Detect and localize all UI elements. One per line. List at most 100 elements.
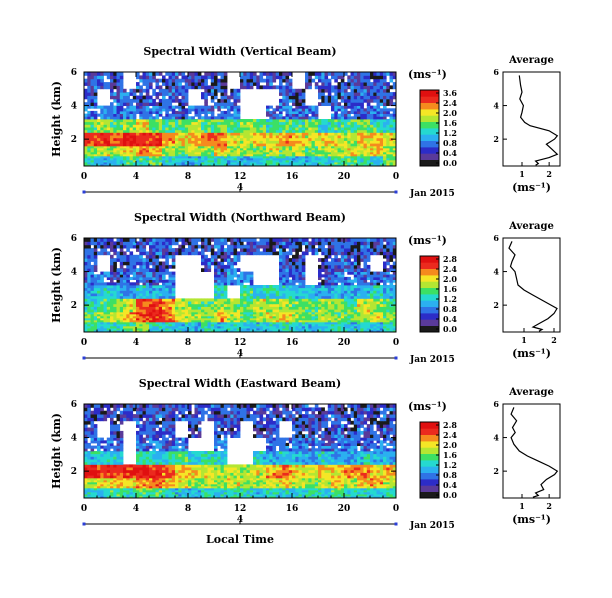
heatmap-cell — [318, 285, 322, 289]
heatmap-cell — [262, 313, 267, 317]
heatmap-cell — [379, 157, 384, 161]
heatmap-cell — [236, 98, 241, 103]
heatmap-cell — [87, 315, 91, 319]
heatmap-cell — [269, 164, 273, 167]
heatmap-cell — [285, 157, 290, 161]
heatmap-cell — [272, 303, 277, 307]
heatmap-cell — [178, 328, 182, 331]
heatmap-cell — [259, 330, 264, 333]
heatmap-cell — [379, 293, 384, 297]
heatmap-cell — [334, 319, 338, 323]
heatmap-cell — [353, 110, 358, 114]
heatmap-cell — [334, 98, 338, 103]
heatmap-cell — [379, 330, 384, 333]
heatmap-cell — [272, 315, 277, 319]
heatmap-cell — [136, 75, 140, 80]
heatmap-cell — [155, 157, 160, 161]
heatmap-cell — [175, 303, 179, 307]
heatmap-cell — [155, 301, 160, 305]
heatmap-cell — [201, 127, 205, 131]
heatmap-cell — [145, 102, 150, 106]
heatmap-cell — [269, 157, 273, 161]
heatmap-cell — [363, 285, 368, 289]
profile-x-tick-label: 2 — [546, 169, 552, 179]
heatmap-cell — [158, 143, 163, 147]
heatmap-cell — [188, 306, 192, 310]
heatmap-cell — [279, 321, 283, 325]
heatmap-cell — [253, 328, 257, 331]
heatmap-cell — [197, 143, 202, 147]
heatmap-cell — [376, 124, 381, 128]
heatmap-cell — [360, 317, 364, 321]
heatmap-cell — [246, 298, 251, 302]
heatmap-cell — [253, 164, 257, 167]
heatmap-cell — [327, 309, 332, 313]
heatmap-cell — [100, 326, 104, 329]
heatmap-cell — [350, 282, 355, 286]
heatmap-cell — [197, 323, 202, 327]
heatmap-cell — [168, 129, 173, 133]
heatmap-cell — [152, 155, 156, 159]
heatmap-cell — [318, 132, 322, 136]
heatmap-cell — [210, 306, 215, 310]
heatmap-cell — [152, 306, 156, 310]
heatmap-cell — [136, 285, 140, 289]
heatmap-cell — [373, 328, 377, 331]
heatmap-cell — [275, 135, 280, 139]
heatmap-cell — [142, 72, 147, 76]
heatmap-cell — [314, 321, 319, 325]
heatmap-cell — [272, 145, 277, 149]
heatmap-cell — [155, 135, 160, 139]
heatmap-cell — [129, 105, 134, 109]
heatmap-cell — [357, 295, 361, 299]
heatmap-cell — [145, 149, 150, 153]
heatmap-cell — [389, 157, 394, 161]
heatmap-cell — [275, 321, 280, 325]
heatmap-cell — [266, 315, 270, 319]
heatmap-cell — [84, 135, 88, 139]
heatmap-cell — [379, 129, 384, 133]
heatmap-cell — [314, 132, 319, 136]
heatmap-cell — [123, 306, 127, 310]
heatmap-cell — [347, 323, 351, 327]
heatmap-cell — [295, 313, 299, 317]
heatmap-cell — [116, 78, 121, 83]
heatmap-cell — [370, 317, 374, 321]
heatmap-cell — [175, 72, 179, 76]
heatmap-cell — [220, 290, 225, 294]
heatmap-cell — [217, 293, 221, 297]
heatmap-cell — [314, 149, 319, 153]
heatmap-cell — [184, 330, 189, 333]
heatmap-cell — [230, 301, 234, 305]
heatmap-cell — [269, 143, 273, 147]
heatmap-cell — [201, 303, 205, 307]
heatmap-cell — [383, 149, 387, 153]
heatmap-cell — [389, 92, 394, 96]
heatmap-cell — [93, 160, 98, 163]
heatmap-cell — [301, 92, 306, 96]
heatmap-cell — [327, 301, 332, 305]
heatmap-cell — [272, 135, 277, 139]
heatmap-cell — [275, 149, 280, 153]
heatmap-cell — [269, 75, 273, 80]
heatmap-cell — [184, 110, 189, 114]
heatmap-cell — [360, 72, 364, 76]
heatmap-cell — [295, 155, 299, 159]
heatmap-cell — [90, 116, 95, 120]
heatmap-cell — [285, 290, 290, 294]
heatmap-cell — [389, 160, 394, 163]
heatmap-cell — [106, 113, 111, 117]
heatmap-cell — [194, 110, 199, 114]
heatmap-cell — [301, 153, 306, 157]
heatmap-cell — [106, 132, 111, 136]
heatmap-cell — [272, 298, 277, 302]
heatmap-cell — [366, 330, 371, 333]
heatmap-cell — [188, 309, 192, 313]
heatmap-cell — [87, 301, 91, 305]
heatmap-cell — [184, 75, 189, 80]
heatmap-cell — [340, 298, 345, 302]
heatmap-cell — [373, 85, 377, 90]
heatmap-cell — [106, 121, 111, 125]
heatmap-cell — [240, 285, 244, 289]
heatmap-cell — [175, 124, 179, 128]
